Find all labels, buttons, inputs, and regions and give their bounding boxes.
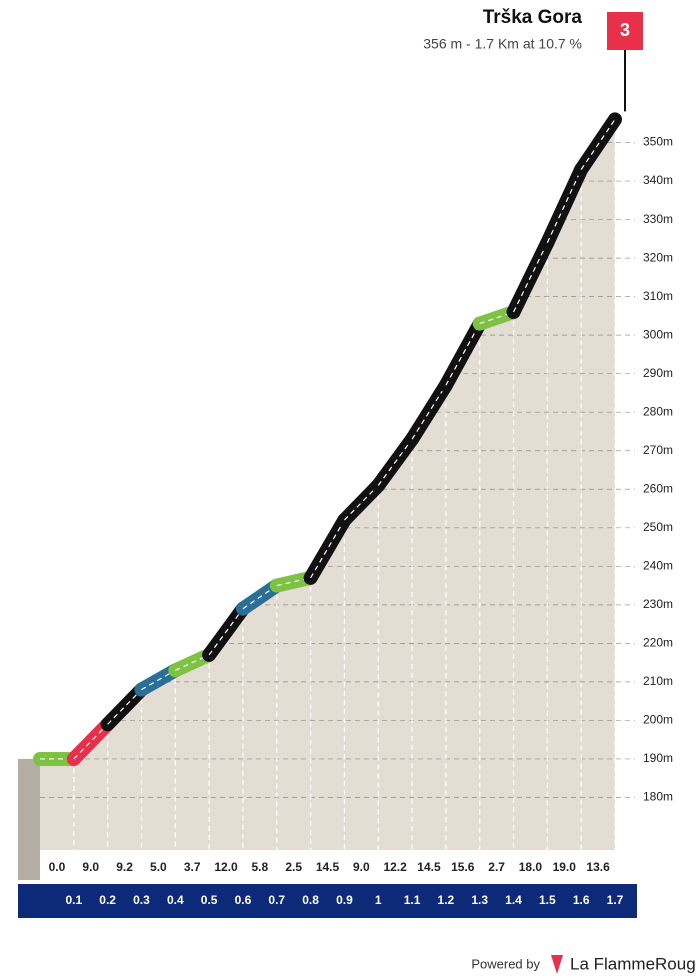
gradient-label: 2.7 bbox=[488, 860, 505, 874]
y-tick-label: 210m bbox=[643, 674, 673, 688]
flag-label: 3 bbox=[620, 20, 630, 40]
y-tick-label: 290m bbox=[643, 366, 673, 380]
gradient-label: 5.0 bbox=[150, 860, 167, 874]
gradient-label: 12.2 bbox=[383, 860, 407, 874]
y-tick-label: 270m bbox=[643, 443, 673, 457]
y-tick-label: 300m bbox=[643, 327, 673, 341]
y-tick-label: 220m bbox=[643, 636, 673, 650]
y-tick-label: 340m bbox=[643, 173, 673, 187]
road-center bbox=[546, 169, 582, 243]
gradient-label: 9.0 bbox=[82, 860, 99, 874]
gradient-label: 12.0 bbox=[214, 860, 238, 874]
road-center bbox=[107, 689, 142, 725]
road-center bbox=[411, 384, 447, 440]
gradient-label: 9.2 bbox=[116, 860, 133, 874]
gradient-label: 14.5 bbox=[316, 860, 340, 874]
y-tick-label: 330m bbox=[643, 212, 673, 226]
km-label: 1.2 bbox=[438, 893, 455, 907]
y-tick-label: 230m bbox=[643, 597, 673, 611]
gradient-label: 9.0 bbox=[353, 860, 370, 874]
km-label: 0.4 bbox=[167, 893, 184, 907]
km-label: 1.1 bbox=[404, 893, 421, 907]
gradient-label: 18.0 bbox=[519, 860, 543, 874]
km-label: 0.7 bbox=[268, 893, 285, 907]
road-center bbox=[310, 519, 345, 579]
y-tick-label: 180m bbox=[643, 790, 673, 804]
road-center bbox=[445, 323, 481, 386]
y-tick-label: 310m bbox=[643, 289, 673, 303]
y-tick-label: 320m bbox=[643, 250, 673, 264]
y-tick-label: 190m bbox=[643, 751, 673, 765]
km-label: 1.3 bbox=[471, 893, 488, 907]
road-center bbox=[580, 119, 616, 170]
road-center bbox=[242, 585, 278, 610]
km-label: 1.6 bbox=[573, 893, 590, 907]
km-label: 0.3 bbox=[133, 893, 150, 907]
powered-by: Powered by bbox=[471, 956, 540, 971]
km-label: 0.5 bbox=[201, 893, 218, 907]
km-label: 0.9 bbox=[336, 893, 353, 907]
y-tick-label: 260m bbox=[643, 481, 673, 495]
km-label: 1.4 bbox=[505, 893, 522, 907]
km-band bbox=[18, 884, 637, 918]
y-tick-label: 240m bbox=[643, 558, 673, 572]
road-center bbox=[73, 723, 109, 760]
road-center bbox=[141, 669, 176, 691]
gradient-label: 14.5 bbox=[417, 860, 441, 874]
gradient-label: 0.0 bbox=[49, 860, 66, 874]
gradient-label: 3.7 bbox=[184, 860, 201, 874]
km-label: 1.5 bbox=[539, 893, 556, 907]
gradient-label: 5.8 bbox=[252, 860, 269, 874]
road-center bbox=[377, 438, 413, 486]
sky-mask bbox=[40, 84, 615, 759]
brand: La FlammeRouge bbox=[570, 954, 696, 973]
gradient-label: 13.6 bbox=[586, 860, 610, 874]
road-center bbox=[512, 242, 548, 313]
gradient-label: 2.5 bbox=[285, 860, 302, 874]
km-label: 0.6 bbox=[235, 893, 252, 907]
logo-icon bbox=[551, 955, 563, 974]
chart-subtitle: 356 m - 1.7 Km at 10.7 % bbox=[423, 36, 582, 52]
km-label: 0.2 bbox=[99, 893, 116, 907]
y-tick-label: 350m bbox=[643, 135, 673, 149]
km-label: 1 bbox=[375, 893, 382, 907]
y-tick-label: 250m bbox=[643, 520, 673, 534]
km-label: 0.1 bbox=[65, 893, 82, 907]
gradient-label: 19.0 bbox=[553, 860, 577, 874]
base-block bbox=[18, 758, 40, 880]
gradient-label: 15.6 bbox=[451, 860, 475, 874]
km-label: 0.8 bbox=[302, 893, 319, 907]
chart-title: Trška Gora bbox=[483, 7, 583, 28]
km-label: 1.7 bbox=[607, 893, 624, 907]
y-tick-label: 200m bbox=[643, 713, 673, 727]
flag bbox=[607, 12, 643, 50]
road-center bbox=[343, 484, 379, 521]
y-tick-label: 280m bbox=[643, 404, 673, 418]
road-center bbox=[208, 608, 244, 656]
